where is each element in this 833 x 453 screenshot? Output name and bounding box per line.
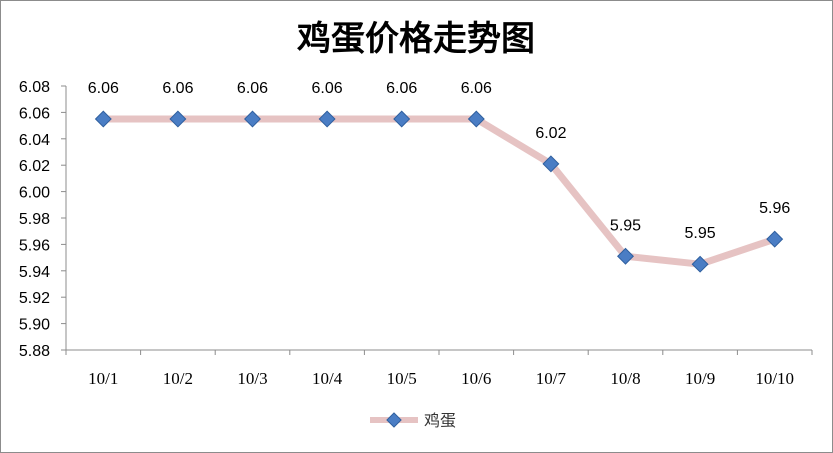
data-labels: 6.06 6.06 6.06 6.06 6.06 6.06 6.02 5.95 5.95 5.96 (88, 80, 791, 242)
x-tick-label: 10/9 (685, 369, 715, 388)
data-point-marker (169, 110, 187, 128)
y-tick-label: 6.08 (19, 79, 50, 96)
y-tick-label: 5.96 (19, 237, 50, 254)
data-point-marker (617, 247, 634, 265)
data-point-marker (94, 110, 112, 128)
data-label: 6.06 (312, 80, 343, 97)
legend-label: 鸡蛋 (424, 411, 456, 430)
y-tick-label: 5.90 (19, 317, 50, 334)
data-label: 6.06 (88, 80, 119, 97)
x-tick-label: 10/4 (312, 369, 343, 388)
x-tick-label: 10/6 (461, 369, 491, 388)
data-label: 6.02 (535, 125, 566, 142)
data-point-marker (691, 255, 709, 273)
y-tick-label: 5.88 (19, 343, 50, 360)
x-tick-label: 10/1 (88, 369, 118, 388)
data-point-marker (766, 230, 784, 248)
data-label: 6.06 (237, 80, 268, 97)
data-point-marker (318, 110, 336, 128)
data-label: 5.96 (759, 200, 790, 217)
chart-title: 鸡蛋价格走势图 (297, 19, 535, 59)
series-line (99, 115, 779, 268)
y-tick-label: 6.06 (19, 105, 50, 122)
data-point-marker (393, 110, 411, 128)
x-tick-label: 10/8 (610, 369, 640, 388)
y-axis: 5.88 5.90 5.92 5.94 5.96 5.98 6.00 6.02 6.04 6.06… (19, 79, 67, 360)
data-point-marker (542, 155, 560, 173)
data-label: 6.06 (386, 80, 417, 97)
legend-swatch-marker (386, 412, 402, 428)
y-tick-label: 5.92 (19, 290, 50, 307)
x-tick-label: 10/2 (163, 369, 193, 388)
x-tick-label: 10/7 (536, 369, 567, 388)
y-tick-label: 5.94 (19, 264, 50, 281)
x-tick-label: 10/10 (755, 369, 794, 388)
x-tick-label: 10/3 (237, 369, 267, 388)
y-tick-label: 6.04 (19, 132, 50, 149)
legend: 鸡蛋 (370, 411, 456, 430)
x-axis: 10/1 10/2 10/3 10/4 10/5 10/6 10/7 10/8 10/9 10/1… (65, 349, 813, 388)
data-point-marker (467, 110, 485, 128)
data-label: 6.06 (461, 80, 492, 97)
x-tick-label: 10/5 (387, 369, 417, 388)
series-egg (94, 110, 784, 273)
y-tick-label: 5.98 (19, 211, 50, 228)
data-point-marker (244, 110, 261, 128)
y-tick-label: 6.00 (19, 185, 50, 202)
y-tick-label: 6.02 (19, 158, 50, 175)
data-label: 5.95 (685, 225, 716, 242)
data-label: 6.06 (162, 80, 193, 97)
data-label: 5.95 (610, 217, 641, 234)
